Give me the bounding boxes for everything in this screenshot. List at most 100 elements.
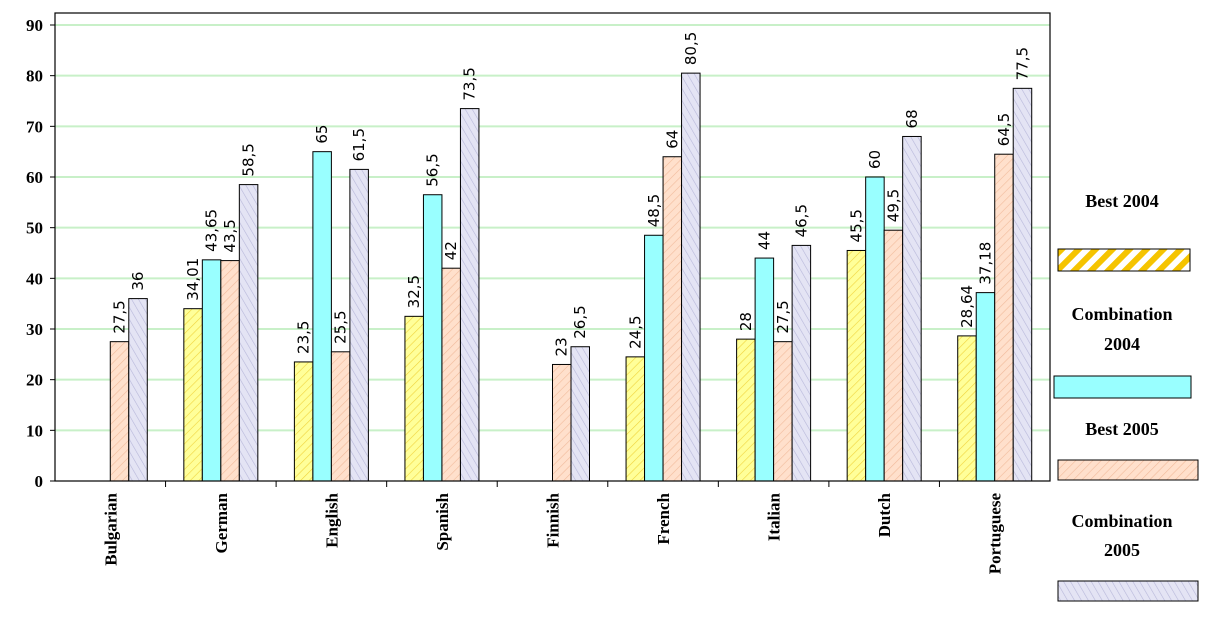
- bar-best-2004-italian: [736, 338, 756, 482]
- y-tick-label: 90: [26, 16, 43, 35]
- data-label: 34,01: [184, 258, 202, 301]
- legend-swatch-best-2004: [1057, 248, 1191, 272]
- data-label: 24,5: [626, 315, 644, 348]
- y-tick-label: 20: [26, 371, 43, 390]
- data-label: 58,5: [240, 143, 258, 176]
- x-tick-label: Italian: [765, 492, 784, 541]
- data-label: 44: [755, 231, 773, 250]
- bar-best-2005-bulgarian: [109, 341, 130, 482]
- data-label: 64,5: [995, 113, 1013, 146]
- data-label: 27,5: [111, 300, 129, 333]
- bar-best-2005-italian: [773, 341, 793, 482]
- x-tick-label: Bulgarian: [101, 492, 120, 565]
- x-tick-label: English: [322, 492, 341, 547]
- bar-best-2004-spanish: [404, 315, 424, 482]
- bar-best-2004-english: [293, 361, 314, 482]
- y-tick-label: 10: [26, 421, 43, 440]
- legend-label: 2004: [1104, 334, 1140, 354]
- data-label: 43,5: [221, 219, 239, 252]
- data-label: 56,5: [424, 153, 442, 186]
- bar-best-2005-german: [220, 260, 240, 482]
- bar-best-2005-portuguese: [994, 153, 1014, 482]
- legend-label: Best 2004: [1085, 191, 1159, 211]
- data-label: 43,65: [203, 209, 221, 252]
- x-tick-label: French: [654, 492, 673, 544]
- bar-combination-2004-english: [312, 151, 332, 482]
- data-label: 28: [737, 312, 755, 331]
- bar-combination-2005-english: [349, 168, 369, 482]
- x-tick-label: Dutch: [875, 492, 894, 537]
- bars: [109, 72, 1033, 482]
- bar-best-2005-dutch: [883, 229, 904, 482]
- axes: 0 10 20 30 40 50 60 70 80 90 Bulgarian German Englis…: [26, 12, 1051, 575]
- y-tick-label: 80: [26, 67, 43, 86]
- data-label: 46,5: [792, 204, 810, 237]
- bar-combination-2005-italian: [791, 244, 812, 482]
- data-label: 23: [553, 337, 571, 356]
- legend: Best 2004 Combination 2004 Best 2005 Combina…: [1053, 191, 1199, 602]
- legend-swatch-combination-2004: [1053, 375, 1192, 399]
- bar-combination-2004-spanish: [422, 194, 443, 482]
- y-tick-label: 40: [26, 269, 43, 288]
- data-label: 80,5: [682, 32, 700, 65]
- bar-combination-2004-italian: [754, 257, 775, 482]
- data-label: 77,5: [1013, 47, 1031, 80]
- legend-swatch-combination-2005: [1057, 580, 1199, 602]
- bar-combination-2005-spanish: [459, 108, 480, 482]
- bar-combination-2004-portuguese: [975, 292, 996, 482]
- bar-best-2004-german: [183, 308, 203, 482]
- bar-combination-2005-dutch: [902, 135, 922, 482]
- legend-label: Combination: [1071, 304, 1172, 324]
- bar-combination-2004-german: [201, 259, 222, 482]
- bar-best-2005-english: [330, 351, 351, 482]
- y-tick-label: 60: [26, 168, 43, 187]
- bar-combination-2005-finnish: [570, 346, 590, 482]
- data-label: 65: [313, 125, 331, 144]
- data-label: 45,5: [847, 209, 865, 242]
- data-label: 23,5: [295, 321, 313, 354]
- legend-label: Best 2005: [1085, 419, 1159, 439]
- data-label: 64: [663, 130, 681, 149]
- legend-label: 2005: [1104, 540, 1140, 560]
- data-label: 27,5: [774, 300, 792, 333]
- y-tick-label: 0: [35, 472, 44, 491]
- data-label: 61,5: [350, 128, 368, 161]
- data-label: 48,5: [645, 194, 663, 227]
- bar-best-2005-finnish: [552, 363, 572, 482]
- x-tick-label: Finnish: [544, 492, 563, 547]
- y-tick-label: 30: [26, 320, 43, 339]
- bar-combination-2005-french: [681, 72, 701, 482]
- bar-best-2005-spanish: [441, 267, 461, 482]
- legend-swatch-best-2005: [1057, 459, 1199, 481]
- x-tick-label: Spanish: [433, 492, 452, 550]
- data-label: 32,5: [405, 275, 423, 308]
- data-label: 60: [866, 150, 884, 169]
- data-label: 36: [129, 272, 147, 291]
- bar-combination-2005-bulgarian: [128, 298, 148, 482]
- bar-combination-2005-portuguese: [1012, 87, 1033, 482]
- data-label: 49,5: [884, 189, 902, 222]
- legend-label: Combination: [1071, 511, 1172, 531]
- data-label: 73,5: [461, 67, 479, 100]
- data-label: 68: [903, 109, 921, 128]
- bar-best-2004-portuguese: [957, 335, 977, 482]
- y-tick-label: 50: [26, 219, 43, 238]
- data-label: 28,64: [958, 285, 976, 328]
- plot-frame: [54, 12, 1051, 482]
- x-tick-label: German: [212, 492, 231, 553]
- data-label: 42: [442, 241, 460, 260]
- bar-best-2005-french: [662, 156, 683, 482]
- data-label: 25,5: [332, 310, 350, 343]
- bar-best-2004-dutch: [846, 249, 867, 482]
- bar-combination-2005-german: [238, 184, 259, 482]
- data-label: 37,18: [976, 242, 994, 285]
- y-tick-label: 70: [26, 117, 43, 136]
- bar-best-2004-french: [625, 356, 646, 482]
- bar-combination-2004-dutch: [865, 176, 885, 482]
- data-label: 26,5: [571, 305, 589, 338]
- x-tick-label: Portuguese: [986, 493, 1005, 575]
- bar-combination-2004-french: [644, 234, 664, 482]
